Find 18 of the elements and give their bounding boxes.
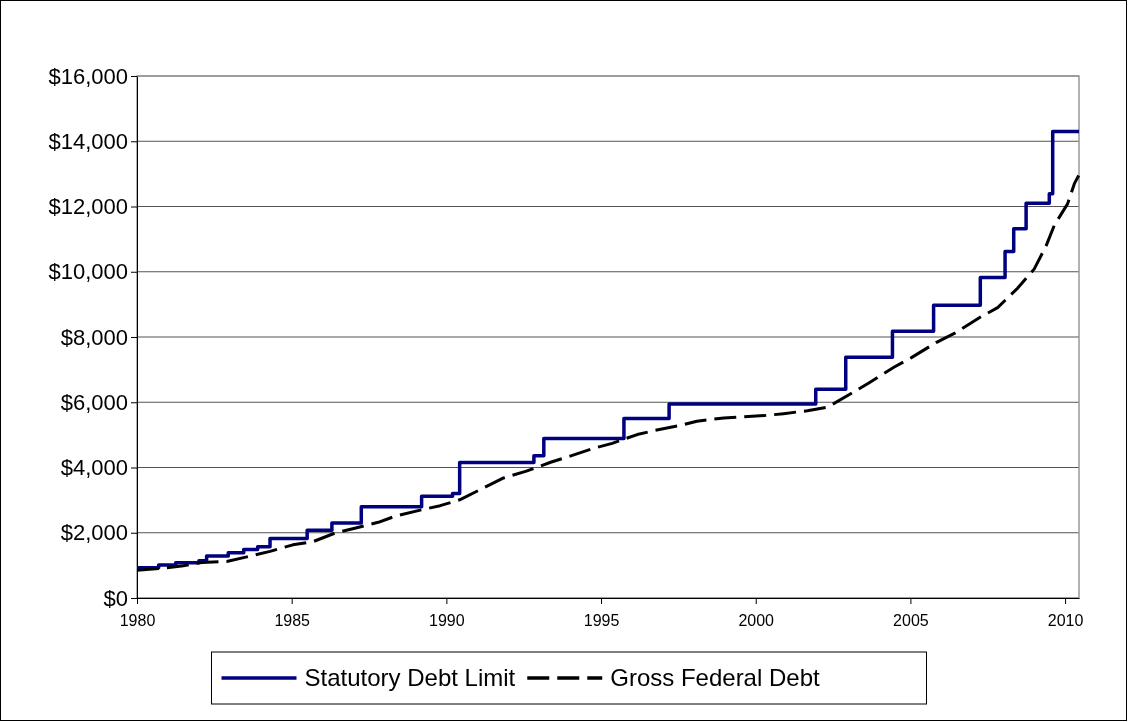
x-tick-label: 1980: [119, 612, 156, 630]
x-tick-label: 2010: [1047, 612, 1084, 630]
y-tick-label: $6,000: [60, 389, 128, 415]
y-tick-label: $14,000: [48, 128, 128, 154]
x-tick-label: 1985: [274, 612, 311, 630]
x-tick-label: 1990: [429, 612, 465, 630]
y-tick-label: $10,000: [48, 259, 128, 285]
y-tick-label: $12,000: [48, 194, 128, 220]
y-tick-label: $0: [103, 585, 128, 611]
legend-label: Statutory Debt Limit: [304, 664, 516, 691]
y-tick-label: $4,000: [60, 455, 128, 481]
y-tick-label: $2,000: [60, 520, 128, 546]
y-tick-label: $16,000: [48, 63, 128, 89]
legend-label: Gross Federal Debt: [610, 664, 820, 691]
x-tick-label: 2000: [738, 612, 775, 630]
x-tick-label: 1995: [583, 612, 620, 630]
x-tick-label: 2005: [893, 612, 929, 630]
y-tick-label: $8,000: [60, 324, 128, 350]
